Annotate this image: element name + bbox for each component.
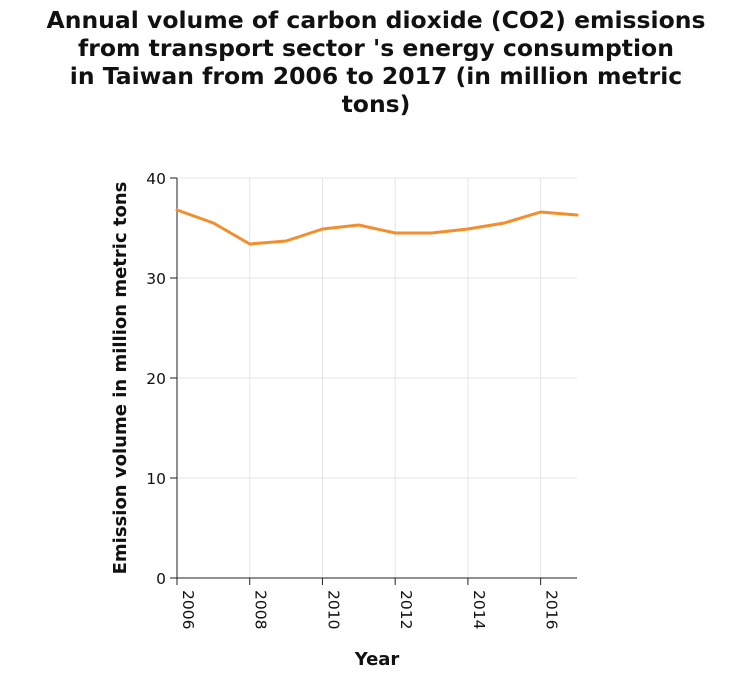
chart-title: Annual volume of carbon dioxide (CO2) em… (0, 6, 752, 118)
chart-title-line-4: tons) (341, 90, 411, 118)
y-tick-label: 30 (146, 270, 166, 288)
x-tick-label: 2014 (470, 590, 488, 629)
tick-labels: 0 10 20 30 40 2006 2008 2010 2012 2014 2016 (146, 170, 560, 629)
y-tick-label: 10 (146, 470, 166, 488)
series-group (175, 208, 579, 246)
y-tick-label: 0 (156, 570, 166, 588)
y-tick-label: 20 (146, 370, 166, 388)
x-tick-label: 2006 (179, 590, 197, 629)
x-tick-label: 2010 (324, 590, 342, 629)
x-tick-label: 2016 (543, 590, 561, 629)
tick-marks (170, 177, 542, 585)
x-tick-label: 2012 (397, 590, 415, 629)
chart-title-line-1: Annual volume of carbon dioxide (CO2) em… (46, 6, 706, 34)
series-line (175, 208, 579, 246)
y-tick-label: 40 (146, 170, 166, 188)
chart-title-line-3: in Taiwan from 2006 to 2017 (in million … (69, 62, 683, 90)
x-axis-label: Year (354, 649, 400, 670)
chart-title-line-2: from transport sector 's energy consumpt… (78, 34, 674, 62)
x-tick-label: 2008 (252, 590, 270, 629)
y-axis-label: Emission volume in million metric tons (110, 182, 131, 575)
